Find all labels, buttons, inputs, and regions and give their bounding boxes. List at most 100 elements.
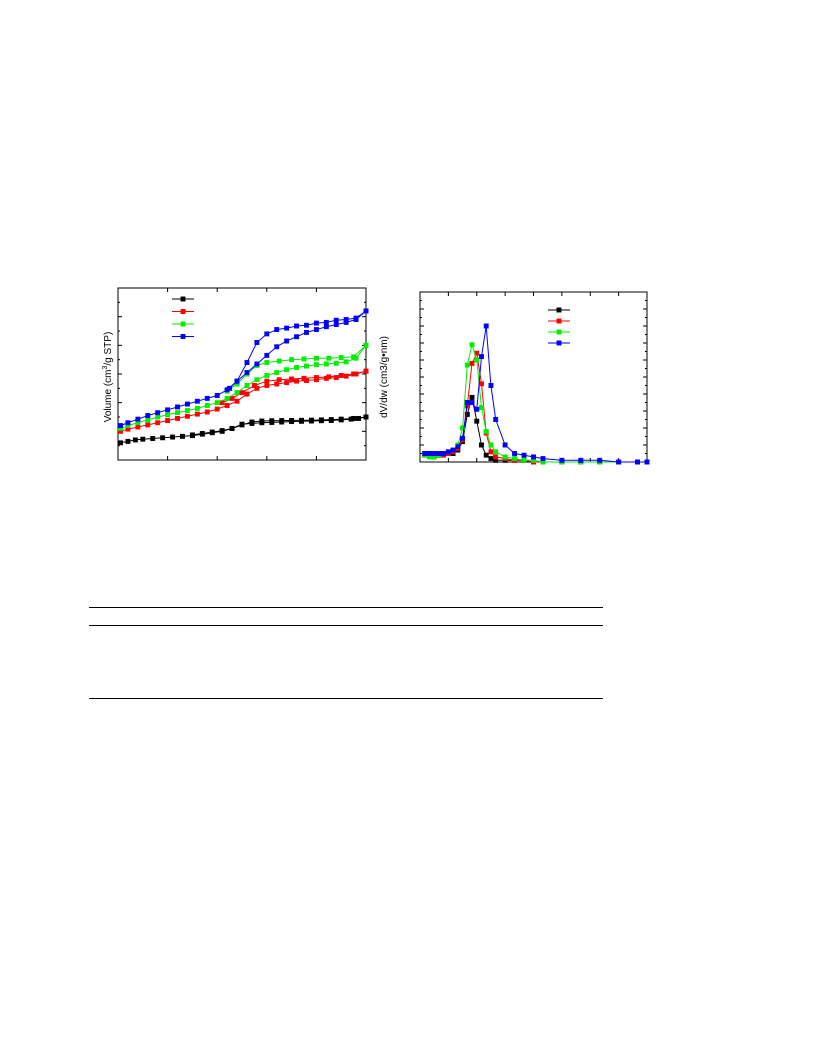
left-series-1-desorption-point xyxy=(289,376,295,382)
left-series-3-adsorption-point xyxy=(294,334,300,340)
left-series-3-adsorption-point xyxy=(254,361,260,367)
right-series-2-point xyxy=(483,428,489,434)
right-series-3-point xyxy=(644,459,650,465)
right-series-3-point xyxy=(479,354,484,360)
left-series-2-adsorption-point xyxy=(284,367,290,373)
right-series-2-point xyxy=(493,449,499,455)
right-series-3-point xyxy=(469,400,475,405)
right-series-3-point xyxy=(483,323,489,329)
left-series-2-adsorption-point xyxy=(165,412,171,418)
right-series-3-point xyxy=(540,456,546,462)
left-series-1-adsorption-point xyxy=(184,413,190,419)
left-series-0-desorption-point xyxy=(209,429,215,435)
right-series-3-point xyxy=(559,457,565,463)
left-series-0-desorption-point xyxy=(229,426,235,431)
left-series-2-desorption-point xyxy=(351,354,357,360)
left-series-2-adsorption-point xyxy=(194,405,200,411)
left-series-2-adsorption-point xyxy=(224,395,230,401)
left-series-3-desorption-point xyxy=(304,322,309,328)
right-series-2-point xyxy=(488,442,494,448)
left-series-0-desorption-point xyxy=(318,417,324,423)
left-series-1-adsorption-point xyxy=(234,398,240,404)
left-series-3-adsorption-point xyxy=(155,410,161,416)
right-series-2-point xyxy=(474,357,480,363)
right-series-3-point xyxy=(493,417,499,422)
right-series-1-point xyxy=(469,360,475,366)
left-axis-ticks xyxy=(117,287,367,461)
right-series-3-point xyxy=(436,451,442,456)
left-series-2-desorption-point xyxy=(313,355,319,361)
left-series-1-desorption-point xyxy=(229,395,235,401)
left-series-1-desorption-point xyxy=(251,383,257,388)
left-series-0-desorption-point xyxy=(269,418,275,424)
right-series-2-point xyxy=(460,425,466,431)
left-series-0-desorption-point xyxy=(249,419,255,425)
left-series-0-desorption-point xyxy=(351,415,357,421)
left-series-3-adsorption-point xyxy=(264,352,270,358)
right-series-2-point xyxy=(502,454,508,460)
right-series-3-point xyxy=(427,451,432,456)
right-series-2-point xyxy=(464,362,470,368)
right-series-3-point xyxy=(531,454,536,460)
left-series-1-adsorption-point xyxy=(284,380,290,386)
left-series-2-adsorption-point xyxy=(214,400,220,406)
right-series-3-point xyxy=(460,435,466,441)
right-series-0-point xyxy=(488,456,494,462)
left-series-2-adsorption-point xyxy=(333,360,339,366)
left-series-1-adsorption-point xyxy=(135,424,141,430)
right-y-axis-label: dV/dw (cm3/g•nm) xyxy=(379,336,390,418)
right-legend-marker-2 xyxy=(556,329,562,335)
right-series-3-point xyxy=(488,383,494,388)
left-series-3-desorption-point xyxy=(264,331,270,337)
right-series-3-point xyxy=(597,457,603,463)
right-series-3-point xyxy=(464,400,470,405)
left-series-3-desorption-point xyxy=(244,360,250,365)
right-series-2-point xyxy=(521,457,527,463)
left-series-3-adsorption-point xyxy=(284,338,290,344)
right-series-3-point xyxy=(441,451,447,456)
left-series-2-adsorption-point xyxy=(184,408,190,414)
left-series-2-adsorption-point xyxy=(155,414,161,420)
left-series-0-adsorption-point xyxy=(125,438,131,444)
left-series-1-desorption-point xyxy=(276,377,282,383)
left-series-1-adsorption-point xyxy=(274,381,280,387)
left-series-0-desorption-point xyxy=(363,414,369,420)
left-series-2-adsorption-point xyxy=(304,363,309,369)
left-series-0-adsorption-point xyxy=(140,436,146,442)
left-series-0-desorption-point xyxy=(338,416,344,422)
left-series-3-adsorption-point xyxy=(323,324,329,330)
right-series-0-point xyxy=(483,452,489,458)
left-series-1-desorption-point xyxy=(338,372,344,378)
right-series-0-point xyxy=(464,411,470,417)
left-series-2-adsorption-point xyxy=(254,377,260,383)
left-series-0-desorption-point xyxy=(219,428,225,434)
left-plot-frame xyxy=(117,287,367,461)
left-series-0-adsorption-point xyxy=(160,435,166,441)
left-series-1-desorption-point xyxy=(351,371,357,377)
right-series-3-point xyxy=(450,447,456,453)
left-series-0-desorption-point xyxy=(189,432,195,438)
left-legend-marker-0 xyxy=(180,296,186,302)
left-series-3-adsorption-point xyxy=(313,327,319,333)
left-series-3-adsorption-point xyxy=(184,401,190,407)
left-series-0-desorption-point xyxy=(199,431,205,436)
left-series-3-desorption-point xyxy=(313,320,319,326)
left-series-3-adsorption-line xyxy=(120,310,367,427)
left-series-1-adsorption-point xyxy=(175,415,180,421)
left-series-1-desorption-point xyxy=(301,375,307,381)
left-series-3-adsorption-point xyxy=(175,404,180,410)
left-series-2-adsorption-point xyxy=(244,383,250,388)
left-series-1-desorption-point xyxy=(313,375,319,381)
left-series-0-adsorption-point xyxy=(132,437,138,443)
left-series-3-adsorption-point xyxy=(244,370,250,376)
left-series-1-desorption-point xyxy=(363,368,369,374)
left-series-3-adsorption-point xyxy=(165,407,171,413)
right-legend-marker-0 xyxy=(556,307,562,313)
left-series-1-desorption-point xyxy=(264,378,270,384)
left-series-3-adsorption-point xyxy=(204,395,210,401)
table-top-rule xyxy=(89,607,603,608)
left-series-0-desorption-point xyxy=(289,417,295,423)
left-series-3-desorption-point xyxy=(343,317,349,322)
left-series-3-desorption-point xyxy=(274,327,280,333)
left-series-2-adsorption-point xyxy=(204,403,210,408)
